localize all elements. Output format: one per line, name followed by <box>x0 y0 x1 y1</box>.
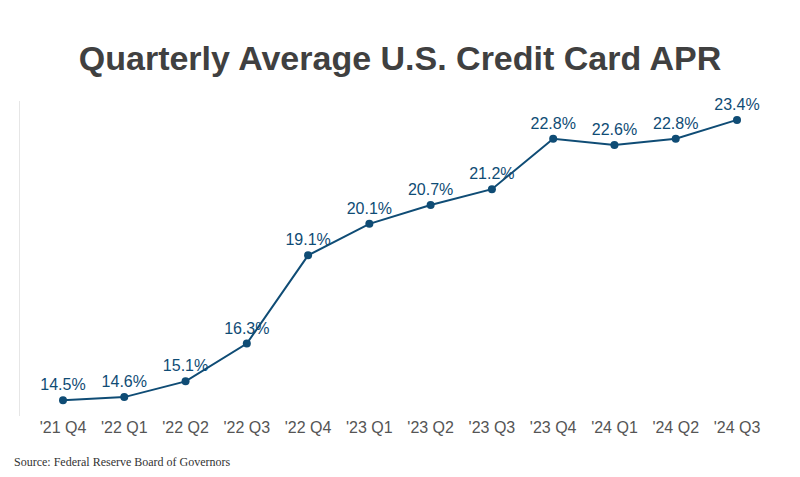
svg-text:'24 Q3: '24 Q3 <box>714 419 761 436</box>
svg-text:22.8%: 22.8% <box>653 115 698 132</box>
svg-text:22.8%: 22.8% <box>530 115 575 132</box>
svg-text:21.2%: 21.2% <box>469 165 514 182</box>
svg-text:'23 Q3: '23 Q3 <box>469 419 516 436</box>
svg-text:20.7%: 20.7% <box>408 181 453 198</box>
svg-text:'23 Q1: '23 Q1 <box>346 419 393 436</box>
svg-text:15.1%: 15.1% <box>163 357 208 374</box>
svg-text:14.5%: 14.5% <box>40 376 85 393</box>
svg-text:22.6%: 22.6% <box>592 121 637 138</box>
svg-text:'24 Q1: '24 Q1 <box>591 419 638 436</box>
svg-text:14.6%: 14.6% <box>102 373 147 390</box>
svg-text:'22 Q3: '22 Q3 <box>223 419 270 436</box>
svg-text:'22 Q4: '22 Q4 <box>285 419 332 436</box>
svg-text:Source: Federal Reserve Board: Source: Federal Reserve Board of Governo… <box>14 455 231 469</box>
svg-text:'22 Q2: '22 Q2 <box>162 419 209 436</box>
svg-text:'21 Q4: '21 Q4 <box>40 419 87 436</box>
svg-text:19.1%: 19.1% <box>285 231 330 248</box>
svg-text:Quarterly Average U.S. Credit: Quarterly Average U.S. Credit Card APR <box>79 39 721 77</box>
svg-text:20.1%: 20.1% <box>347 200 392 217</box>
svg-text:'23 Q4: '23 Q4 <box>530 419 577 436</box>
svg-text:16.3%: 16.3% <box>224 320 269 337</box>
svg-text:23.4%: 23.4% <box>714 96 759 113</box>
svg-text:'23 Q2: '23 Q2 <box>407 419 454 436</box>
svg-text:'24 Q2: '24 Q2 <box>652 419 699 436</box>
svg-text:'22 Q1: '22 Q1 <box>101 419 148 436</box>
